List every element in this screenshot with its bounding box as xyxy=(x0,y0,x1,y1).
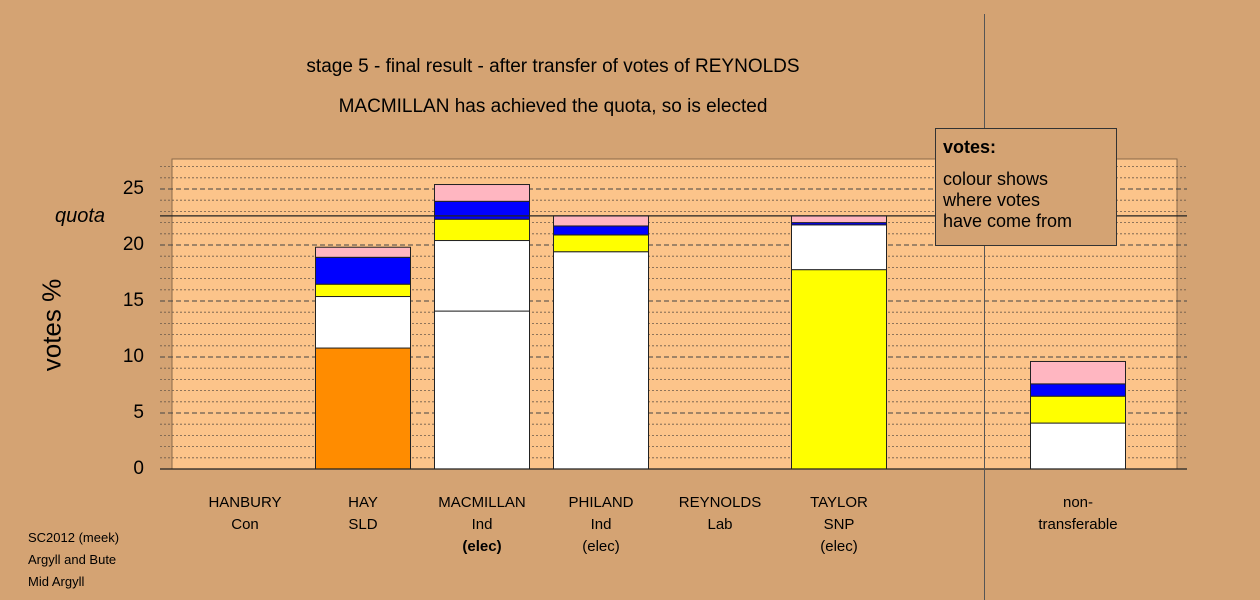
bar-segment xyxy=(1030,422,1126,470)
y-tick-label: 10 xyxy=(122,346,144,367)
chart-subtitle: MACMILLAN has achieved the quota, so is … xyxy=(338,96,768,117)
x-tick-label: non-transferable xyxy=(1013,492,1143,536)
bar-segment xyxy=(315,296,411,349)
footer-line: SC2012 (meek) xyxy=(28,530,120,545)
bar-segment xyxy=(434,218,530,242)
x-tick-label-line: transferable xyxy=(1038,516,1118,533)
y-tick-label: 25 xyxy=(122,178,144,199)
bar-segment xyxy=(434,184,530,202)
bar-segment xyxy=(553,215,649,227)
legend-title: votes: xyxy=(943,137,997,157)
x-tick-label-line: Ind xyxy=(590,516,612,533)
x-tick-label-line: Con xyxy=(231,516,259,533)
bar-segment xyxy=(553,251,649,470)
bar-segment xyxy=(315,246,411,258)
chart-title: stage 5 - final result - after transfer … xyxy=(306,56,800,77)
x-tick-label-line: SNP xyxy=(823,516,855,533)
x-tick-label: HAY SLD xyxy=(298,492,428,536)
y-tick-label: 20 xyxy=(122,234,144,255)
x-tick-label-line: non- xyxy=(1062,494,1094,511)
x-tick-label: HANBURY Con xyxy=(180,492,310,536)
x-tick-label-line: PHILAND xyxy=(568,494,634,511)
footer-info: SC2012 (meek) Argyll and Bute Mid Argyll xyxy=(28,527,119,593)
bar-segment xyxy=(1030,360,1126,385)
x-tick-label: MACMILLAN Ind (elec) xyxy=(417,492,547,558)
quota-label: quota xyxy=(55,205,106,227)
bar-segment xyxy=(1030,383,1126,397)
legend-box: votes: colour shows where votes have com… xyxy=(935,128,1117,246)
bar-segment xyxy=(434,200,530,220)
legend-line: have come from xyxy=(943,211,1073,231)
y-tick-label: 0 xyxy=(133,458,144,479)
x-tick-label: PHILAND Ind (elec) xyxy=(536,492,666,558)
legend-line: colour shows xyxy=(943,169,1049,189)
footer-line: Argyll and Bute xyxy=(28,552,117,567)
x-tick-label-line: MACMILLAN xyxy=(438,494,526,511)
bar-segment xyxy=(553,234,649,253)
bar-segment xyxy=(315,256,411,285)
bar-segment xyxy=(1030,395,1126,424)
legend-line: where votes xyxy=(943,190,1041,210)
x-tick-label-line: REYNOLDS xyxy=(678,494,762,511)
bar-segment xyxy=(791,224,887,271)
nontransferable-separator xyxy=(984,14,985,600)
x-tick-label-line: TAYLOR xyxy=(810,494,868,511)
x-tick-label: TAYLOR SNP (elec) xyxy=(774,492,904,558)
bar-segment xyxy=(553,225,649,236)
x-tick-label-line: HANBURY xyxy=(208,494,282,511)
x-tick-label-line: SLD xyxy=(348,516,378,533)
footer-line: Mid Argyll xyxy=(28,574,85,589)
bar-segment xyxy=(315,283,411,298)
x-tick-label-line: (elec) xyxy=(462,538,502,555)
y-axis-label: votes % xyxy=(36,278,67,372)
bar-segment xyxy=(791,269,887,470)
x-tick-label-line: (elec) xyxy=(582,538,620,555)
bar-segment xyxy=(434,310,530,470)
y-tick-label: 5 xyxy=(133,402,144,423)
bar-segment xyxy=(434,240,530,312)
x-tick-label-line: Lab xyxy=(707,516,733,533)
x-tick-label: REYNOLDS Lab xyxy=(655,492,785,536)
bar-segment xyxy=(315,347,411,470)
x-tick-label-line: (elec) xyxy=(820,538,858,555)
y-tick-label: 15 xyxy=(122,290,144,311)
x-tick-label-line: HAY xyxy=(348,494,378,511)
x-tick-label-line: Ind xyxy=(471,516,493,533)
bar-segment xyxy=(791,215,887,224)
